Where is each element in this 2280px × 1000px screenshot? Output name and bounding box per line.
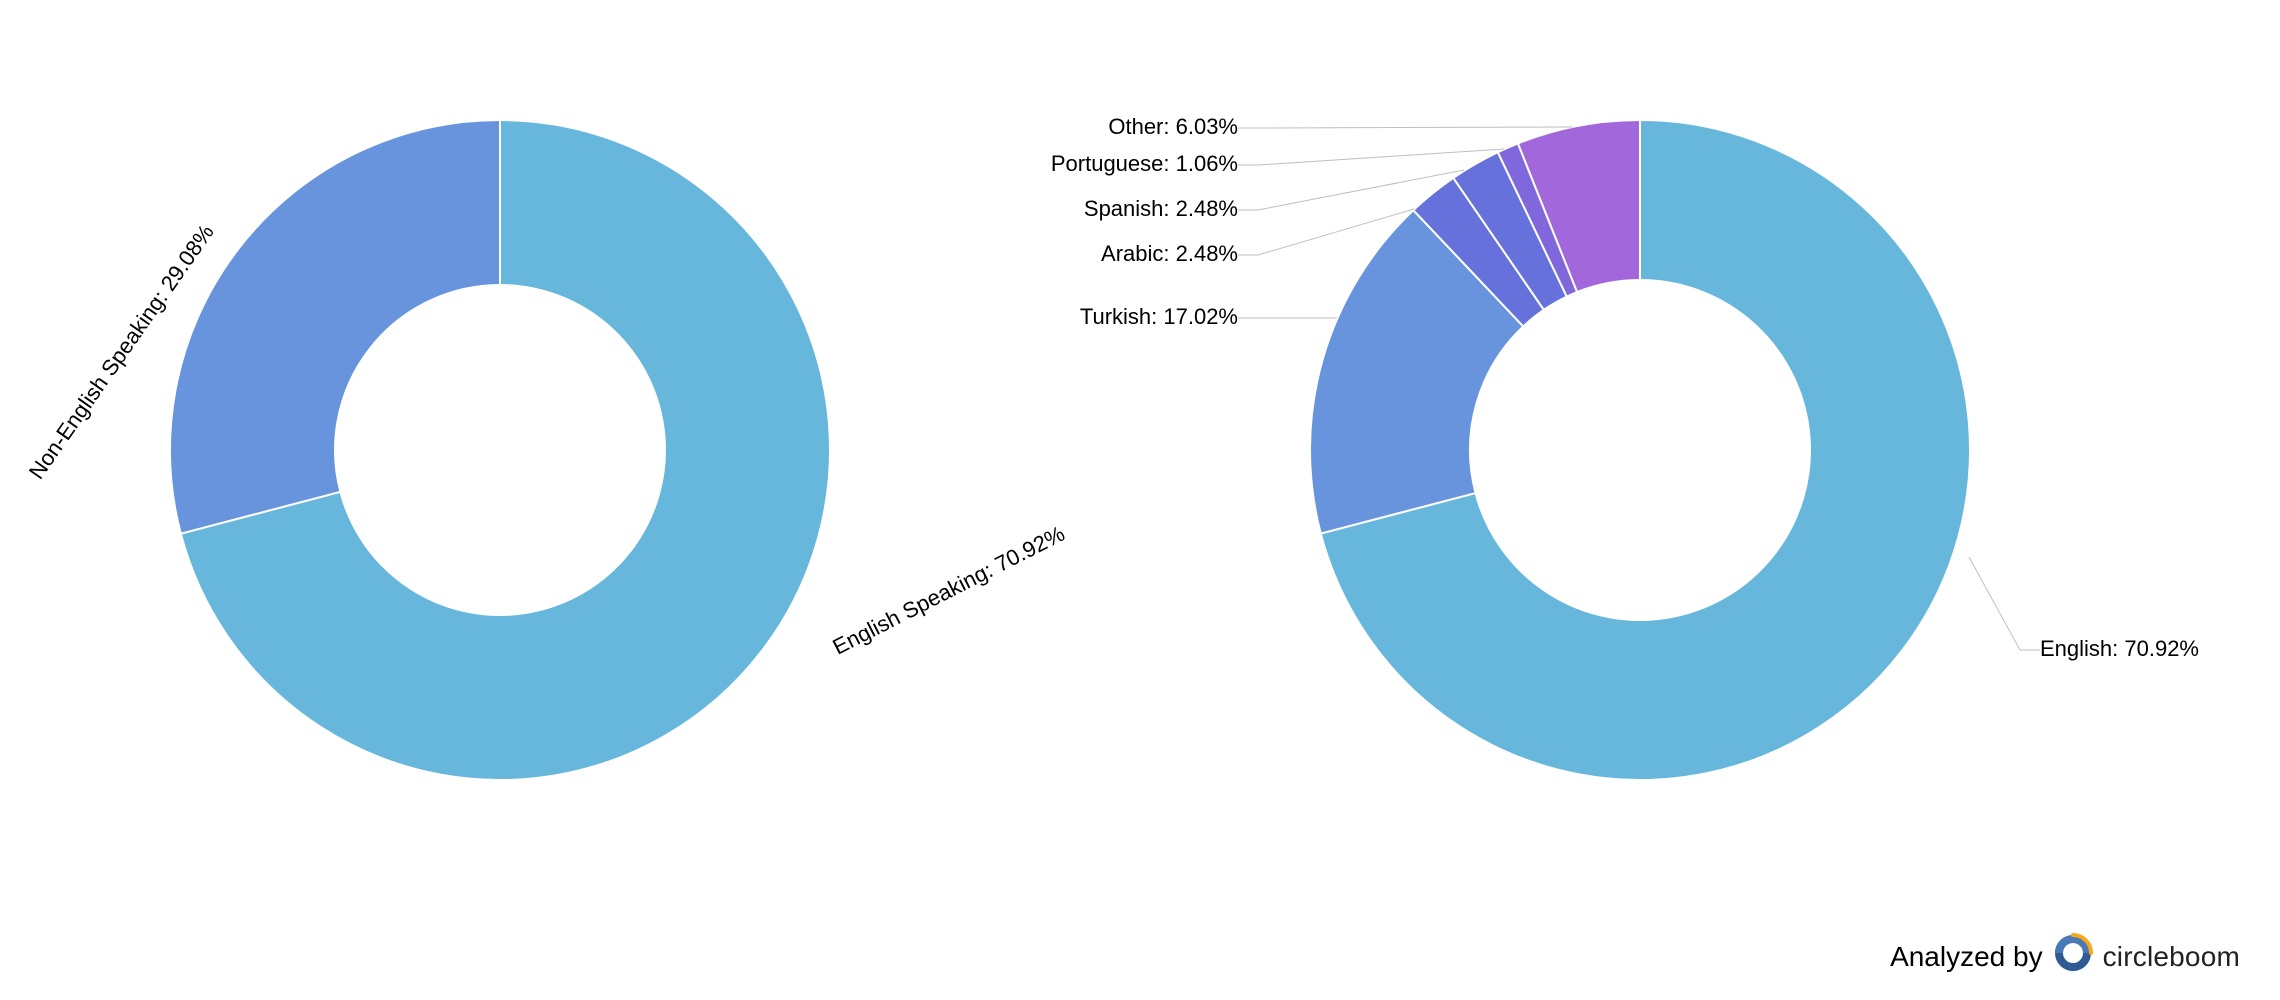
chart-label: Arabic: 2.48%: [1101, 241, 1238, 266]
chart-label: Portuguese: 1.06%: [1051, 151, 1238, 176]
leader-line: [1258, 149, 1504, 165]
footer-prefix: Analyzed by: [1890, 941, 2043, 973]
brand-name: circleboom: [2103, 941, 2240, 973]
donut-slice: [170, 120, 500, 534]
chart-label: Spanish: 2.48%: [1084, 196, 1238, 221]
brand-logo-icon: [2053, 933, 2093, 980]
leader-line: [1969, 557, 2020, 650]
chart-label: English Speaking: 70.92%: [829, 521, 1069, 660]
chart-label: Turkish: 17.02%: [1080, 304, 1238, 329]
footer-attribution: Analyzed by circleboom: [1890, 933, 2240, 980]
chart-canvas: English Speaking: 70.92%Non-English Spea…: [0, 0, 2280, 1000]
donut-charts-svg: English Speaking: 70.92%Non-English Spea…: [0, 0, 2280, 1000]
chart-label: English: 70.92%: [2040, 636, 2199, 661]
leader-line: [1258, 127, 1573, 128]
chart-label: Other: 6.03%: [1108, 114, 1238, 139]
